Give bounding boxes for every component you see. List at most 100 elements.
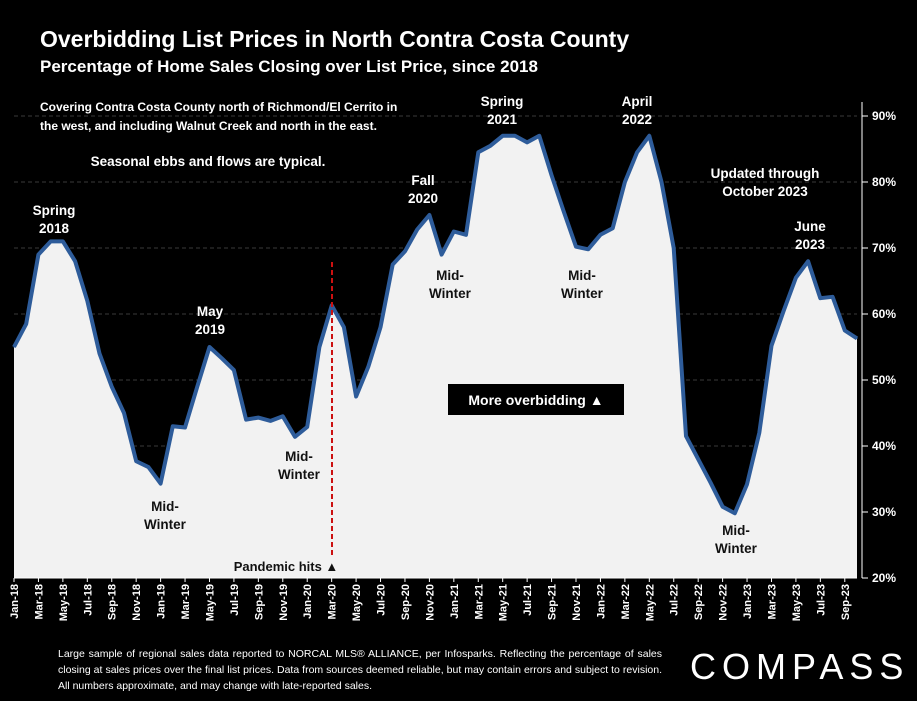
data-point <box>783 310 785 312</box>
data-point <box>660 181 663 183</box>
data-point <box>856 337 858 339</box>
x-tick-label: Mar-19 <box>180 584 192 619</box>
x-tick-label: Sep-18 <box>107 584 119 620</box>
x-tick-label: Jan-20 <box>302 584 314 619</box>
x-tick-label: Jul-20 <box>376 584 388 616</box>
label-may-2019: May <box>197 304 224 319</box>
data-point <box>734 512 736 514</box>
x-tick-label: Jul-21 <box>522 584 534 616</box>
x-tick-label: Mar-20 <box>327 584 339 619</box>
data-point <box>673 247 675 249</box>
label-spring-2021: 2021 <box>487 112 518 127</box>
y-tick-label: 70% <box>872 241 896 255</box>
data-point <box>758 432 760 434</box>
series-area <box>14 135 857 579</box>
data-point <box>844 329 846 332</box>
data-point <box>636 151 638 153</box>
data-point <box>172 425 174 427</box>
data-point <box>477 151 479 153</box>
data-point <box>453 230 455 233</box>
label-midwinter-2020: Winter <box>278 467 321 482</box>
label-april-2022: April <box>622 94 653 109</box>
data-point <box>502 135 504 137</box>
data-point <box>428 214 430 216</box>
data-point <box>196 386 198 388</box>
data-point <box>599 234 602 236</box>
x-tick-label: Jul-18 <box>82 584 94 616</box>
seasonal-note: Seasonal ebbs and flows are typical. <box>91 154 326 169</box>
data-point <box>685 435 687 437</box>
label-fall-2020: Fall <box>411 173 434 188</box>
source-footnote: Large sample of regional sales data repo… <box>58 648 662 692</box>
data-point <box>160 483 162 485</box>
label-updated-through: Updated through <box>711 166 820 181</box>
data-point <box>416 228 418 231</box>
data-point <box>746 483 748 485</box>
data-point <box>538 135 540 137</box>
x-tick-label: May-20 <box>351 584 363 621</box>
data-point <box>624 181 626 183</box>
data-point <box>648 135 650 137</box>
compass-logo: COMPASS <box>690 646 910 687</box>
y-tick-label: 30% <box>872 505 896 519</box>
label-spring-2018: Spring <box>33 203 76 218</box>
data-point <box>819 297 821 299</box>
label-pandemic-hits: Pandemic hits ▲ <box>234 559 339 574</box>
x-tick-label: Mar-22 <box>620 584 632 619</box>
data-point <box>709 481 712 483</box>
data-point <box>86 300 88 302</box>
data-point <box>587 248 589 250</box>
data-point <box>355 395 357 398</box>
x-tick-label: Sep-20 <box>400 584 412 620</box>
data-point <box>74 260 76 262</box>
coverage-note: Covering Contra Costa County north of Ri… <box>40 100 397 114</box>
label-midwinter-2022: Mid- <box>568 268 596 283</box>
x-tick-label: Nov-22 <box>718 584 730 621</box>
label-midwinter-2021: Winter <box>429 286 472 301</box>
label-spring-2021: Spring <box>481 94 524 109</box>
data-point <box>563 211 565 213</box>
data-point <box>294 436 296 438</box>
x-tick-label: Jan-21 <box>449 584 461 619</box>
data-point <box>111 386 113 388</box>
x-tick-label: Nov-21 <box>571 584 583 621</box>
data-point <box>306 426 308 428</box>
data-point <box>489 145 492 147</box>
data-point <box>379 326 382 328</box>
data-point <box>770 345 773 347</box>
x-tick-label: Nov-19 <box>278 584 290 621</box>
label-midwinter-2019: Winter <box>144 517 187 532</box>
data-point <box>318 346 320 348</box>
y-tick-label: 80% <box>872 175 896 189</box>
x-tick-label: May-22 <box>644 584 656 621</box>
y-tick-label: 20% <box>872 571 896 585</box>
series-line <box>12 133 859 516</box>
y-tick-label: 60% <box>872 307 896 321</box>
data-point <box>221 357 223 359</box>
data-point <box>135 460 137 462</box>
data-point <box>343 326 345 328</box>
data-point <box>697 458 699 460</box>
data-point <box>465 234 467 236</box>
chart-title: Overbidding List Prices in North Contra … <box>40 26 630 52</box>
more-overbidding-label: More overbidding ▲ <box>468 392 603 408</box>
data-point <box>551 174 553 176</box>
x-tick-label: Nov-18 <box>131 584 143 621</box>
data-point <box>832 296 834 298</box>
label-midwinter-2023: Mid- <box>722 523 750 538</box>
x-tick-label: Mar-18 <box>33 584 45 619</box>
data-point <box>514 135 516 137</box>
more-overbidding-badge <box>448 384 624 415</box>
x-tick-label: Sep-19 <box>253 584 265 620</box>
data-point <box>25 323 27 325</box>
label-midwinter-2022: Winter <box>561 286 604 301</box>
label-fall-2020: 2020 <box>408 191 438 206</box>
y-tick-label: 50% <box>872 373 896 387</box>
label-april-2022: 2022 <box>622 112 652 127</box>
x-tick-label: May-18 <box>58 584 70 621</box>
data-point <box>795 277 797 279</box>
data-point <box>245 419 247 421</box>
x-tick-label: Jul-22 <box>669 584 681 616</box>
chart-subtitle: Percentage of Home Sales Closing over Li… <box>40 57 538 76</box>
data-point <box>575 246 577 248</box>
